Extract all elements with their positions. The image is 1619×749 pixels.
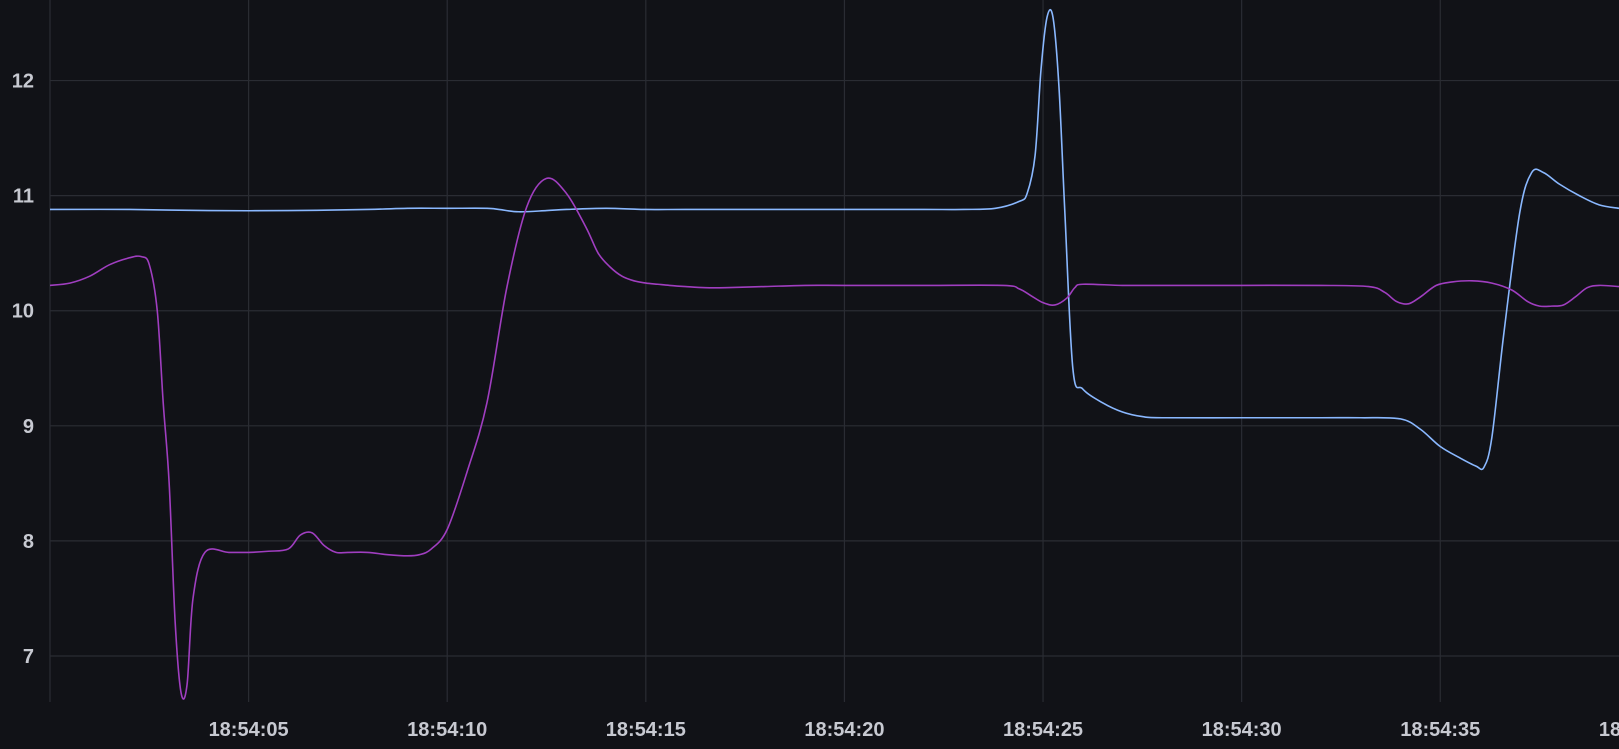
x-tick-label: 18:54:30 bbox=[1202, 719, 1282, 741]
x-tick-label: 18:54:25 bbox=[1003, 719, 1083, 741]
x-tick-label: 18:54:10 bbox=[407, 719, 487, 741]
y-tick-label: 9 bbox=[23, 416, 34, 438]
y-tick-label: 10 bbox=[12, 301, 34, 323]
x-tick-label: 18:54:40 bbox=[1599, 719, 1619, 741]
grid bbox=[49, 0, 1619, 702]
y-tick-label: 11 bbox=[13, 186, 34, 208]
x-tick-label: 18:54:20 bbox=[804, 719, 884, 741]
y-tick-label: 12 bbox=[12, 71, 34, 93]
y-tick-label: 8 bbox=[23, 531, 34, 553]
series-lines bbox=[50, 8, 1619, 700]
series-line-2 bbox=[50, 177, 1619, 700]
y-tick-label: 7 bbox=[23, 646, 34, 668]
x-axis: 18:54:05 18:54:10 18:54:15 18:54:20 18:54:25… bbox=[209, 719, 1619, 741]
y-axis: 7 8 9 10 11 12 bbox=[12, 71, 34, 668]
series-line-1 bbox=[50, 8, 1619, 471]
x-tick-label: 18:54:35 bbox=[1400, 719, 1480, 741]
x-tick-label: 18:54:05 bbox=[209, 719, 289, 741]
x-tick-label: 18:54:15 bbox=[606, 719, 686, 741]
